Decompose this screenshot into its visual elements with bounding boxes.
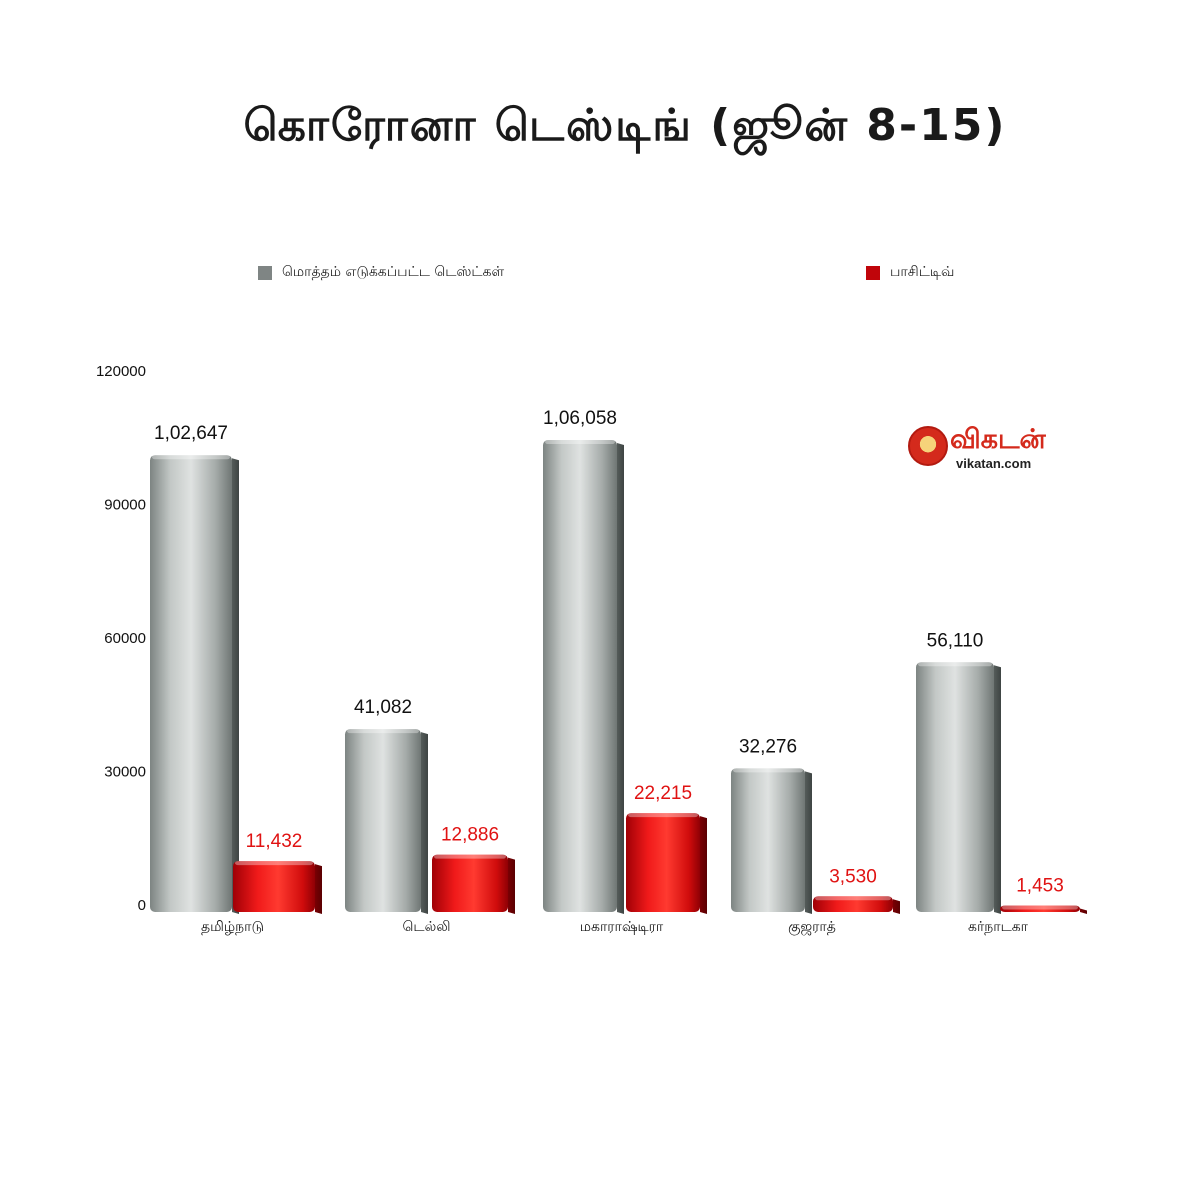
total-tests-bar-side [421, 732, 428, 914]
positive-bar-side [315, 864, 322, 914]
chart-title: கொரோனா டெஸ்டிங் (ஜூன் 8-15) [243, 100, 1007, 151]
positive-bar-highlight [1002, 905, 1078, 910]
total-tests-bar [731, 768, 805, 912]
total-tests-bar-side [617, 443, 624, 914]
legend-label-total: மொத்தம் எடுக்கப்பட்ட டெஸ்ட்கள் [282, 264, 505, 280]
positive-bar-highlight [235, 861, 313, 866]
total-tests-bar-side [994, 665, 1001, 914]
positive-bar [432, 854, 508, 912]
y-tick-label: 90000 [104, 497, 146, 514]
total-tests-value-label: 1,06,058 [543, 408, 617, 429]
vikatan-mascot-icon [908, 426, 948, 466]
legend-swatch-positive [866, 266, 880, 280]
positive-bar [626, 813, 700, 912]
x-axis: தமிழ்நாடு டெல்லி மகாராஷ்டிரா குஜராத் கர்நாடக… [201, 919, 1029, 936]
legend-swatch-total [258, 266, 272, 280]
y-axis: 0 30000 60000 90000 120000 [96, 363, 146, 914]
legend-item-total-tests: மொத்தம் எடுக்கப்பட்ட டெஸ்ட்கள் [258, 264, 504, 282]
total-tests-bar-side [232, 458, 239, 914]
y-tick-label: 30000 [104, 764, 146, 781]
total-tests-value-label: 41,082 [354, 697, 412, 718]
logo-url: vikatan.com [956, 456, 1032, 471]
positive-bar-side [1080, 908, 1087, 914]
positive-bar-highlight [815, 896, 891, 901]
total-tests-value-label: 1,02,647 [154, 423, 228, 444]
x-category-label: மகாராஷ்டிரா [580, 919, 664, 935]
total-tests-bar [543, 440, 617, 912]
legend-item-positive: பாசிட்டிவ் [866, 264, 954, 282]
total-tests-bar-highlight [347, 729, 419, 734]
x-category-label: கர்நாடகா [968, 919, 1029, 935]
total-tests-bar-highlight [152, 455, 230, 460]
total-tests-bar [345, 729, 421, 912]
x-category-label: குஜராத் [788, 919, 836, 936]
x-category-label: டெல்லி [403, 919, 451, 935]
positive-value-label: 3,530 [829, 866, 877, 887]
total-tests-bar-highlight [733, 768, 803, 773]
positive-bar-side [508, 857, 515, 914]
total-tests-bar-side [805, 771, 812, 914]
positive-value-label: 1,453 [1016, 876, 1064, 897]
positive-value-label: 11,432 [246, 831, 303, 852]
total-tests-bar [150, 455, 232, 912]
legend-label-positive: பாசிட்டிவ் [890, 264, 955, 280]
positive-bar-side [893, 899, 900, 914]
total-tests-bar-highlight [918, 662, 992, 667]
total-tests-value-label: 32,276 [739, 736, 797, 757]
y-tick-label: 60000 [104, 630, 146, 647]
x-category-label: தமிழ்நாடு [201, 919, 264, 935]
total-tests-bar [916, 662, 994, 912]
vikatan-logo: விகடன் vikatan.com [908, 424, 1048, 476]
positive-bar-highlight [434, 854, 506, 859]
positive-bar-side [700, 816, 707, 914]
logo-wordmark: விகடன் [950, 424, 1046, 455]
bars-group: 1,02,647 11,432 41,082 12,886 1,06,058 22,215… [150, 408, 1087, 914]
total-tests-value-label: 56,110 [927, 630, 984, 651]
positive-bar-highlight [628, 813, 698, 818]
positive-bar [1000, 905, 1080, 912]
y-tick-label: 0 [138, 897, 146, 914]
positive-value-label: 12,886 [441, 825, 499, 846]
y-tick-label: 120000 [96, 363, 146, 380]
positive-bar [813, 896, 893, 912]
positive-value-label: 22,215 [634, 783, 692, 804]
total-tests-bar-highlight [545, 440, 615, 445]
positive-bar [233, 861, 315, 912]
